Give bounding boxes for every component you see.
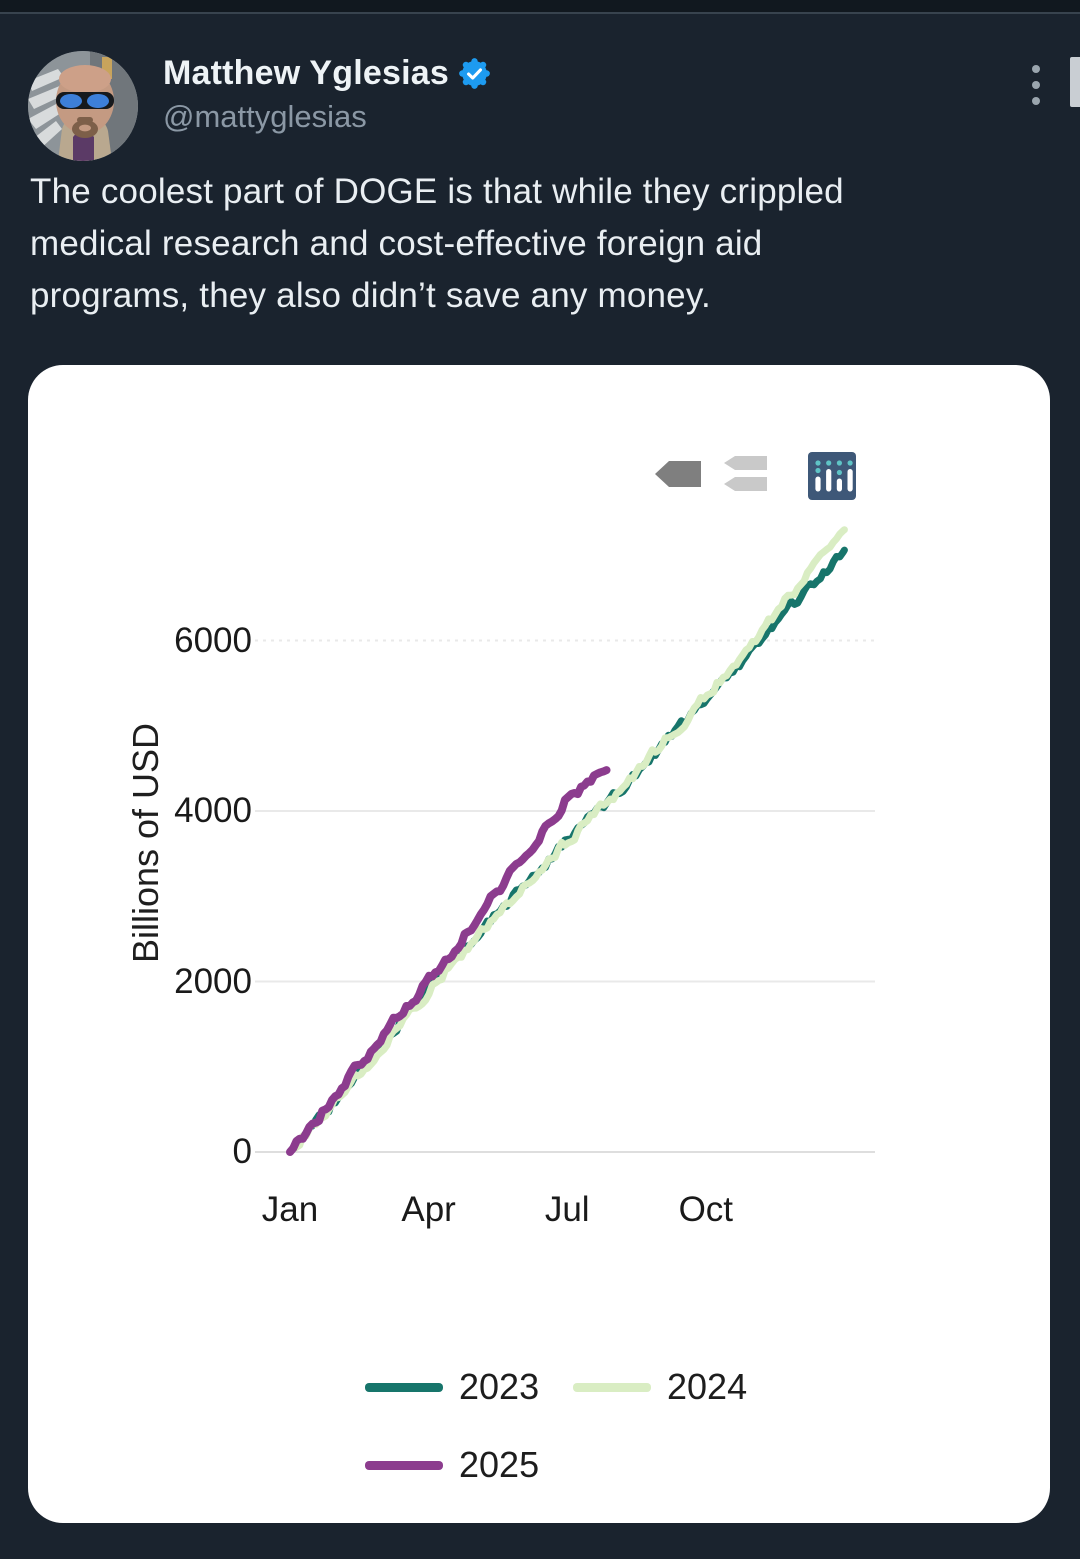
y-tick-label: 0 — [232, 1132, 252, 1171]
legend-swatch-2023 — [365, 1382, 443, 1392]
x-tick-label: Apr — [401, 1190, 456, 1229]
tweet-text: The coolest part of DOGE is that while t… — [30, 166, 1040, 322]
legend-swatch-2024 — [573, 1382, 651, 1392]
x-tick-label: Jan — [261, 1190, 319, 1229]
series-line-2024 — [286, 526, 848, 1156]
legend-label: 2025 — [459, 1444, 540, 1485]
scrollbar-thumb[interactable] — [1070, 57, 1080, 107]
legend-swatch-2025 — [365, 1460, 443, 1470]
x-tick-label: Jul — [544, 1190, 590, 1229]
top-divider — [0, 0, 1080, 14]
y-tick-label: 4000 — [174, 791, 252, 830]
author-handle[interactable]: @mattyglesias — [163, 99, 367, 134]
avatar-image — [28, 51, 138, 161]
verified-badge-icon — [459, 57, 490, 89]
tweet-text-line: medical research and cost-effective fore… — [30, 224, 763, 263]
y-tick-label: 6000 — [174, 620, 252, 660]
legend-label: 2023 — [459, 1366, 540, 1407]
author-row: Matthew Yglesias — [163, 53, 490, 93]
legend-label: 2024 — [667, 1366, 748, 1407]
bar-chart-logo-icon[interactable] — [808, 452, 856, 500]
tweet-text-line: The coolest part of DOGE is that while t… — [30, 172, 844, 211]
chart-card: 0 2000 4000 6000 Jan Apr Jul Oct Billions of US… — [28, 365, 1050, 1523]
kebab-vertical-icon — [1032, 65, 1040, 105]
y-axis-title: Billions of USD — [125, 722, 166, 964]
tag-icon[interactable] — [655, 461, 703, 488]
legend-item-2025[interactable]: 2025 — [365, 1444, 540, 1485]
y-tick-label: 2000 — [174, 961, 252, 1001]
tags-stack-icon[interactable] — [724, 456, 768, 493]
avatar[interactable] — [28, 51, 138, 161]
line-chart-plot — [255, 526, 875, 1156]
tweet-text-line: programs, they also didn’t save any mone… — [30, 276, 711, 315]
x-tick-label: Oct — [678, 1190, 734, 1229]
series-line-2025 — [286, 766, 611, 1156]
legend-item-2024[interactable]: 2024 — [573, 1366, 748, 1407]
more-menu-button[interactable] — [1016, 56, 1056, 114]
author-name[interactable]: Matthew Yglesias — [163, 53, 450, 92]
legend-item-2023[interactable]: 2023 — [365, 1366, 540, 1407]
